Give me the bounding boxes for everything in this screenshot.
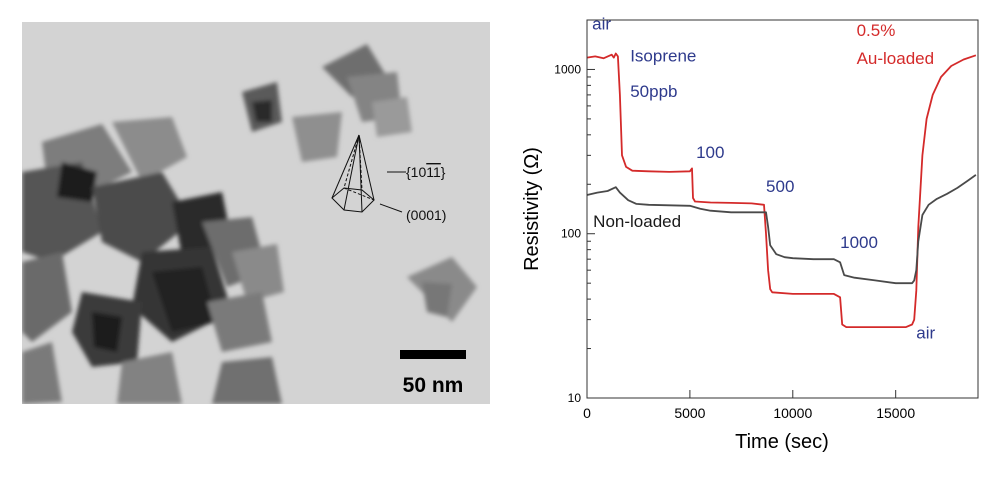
annotation-layer: air Isoprene 50ppb 100 500 1000 air 0.5% Au-load…	[592, 15, 935, 343]
x-tick-label: 0	[583, 405, 591, 421]
annotation-label: 500	[766, 177, 794, 196]
series-layer	[586, 52, 977, 329]
plot-frame	[586, 19, 979, 399]
annotation-label: air	[916, 324, 935, 343]
annotation-label: 50ppb	[630, 82, 677, 101]
tem-micrograph: {1011} (0001) 50 nm	[22, 22, 490, 404]
series-line-non-loaded	[586, 174, 977, 285]
y-tick-label: 1000	[554, 62, 581, 76]
y-axis-label: Resistivity (Ω)	[521, 147, 543, 271]
x-tick-label: 5000	[674, 405, 705, 421]
x-tick-label: 10000	[773, 405, 812, 421]
x-axis-label: Time (sec)	[735, 431, 829, 453]
annotation-label: Non-loaded	[593, 212, 681, 231]
nanoparticle-cluster	[22, 44, 477, 404]
annotation-label: 1000	[840, 233, 878, 252]
x-tick-label: 15000	[876, 405, 915, 421]
y-tick-label: 10	[568, 391, 582, 405]
facet-diagram	[331, 134, 406, 213]
annotation-label: Au-loaded	[857, 49, 935, 68]
annotation-label: 0.5%	[857, 21, 896, 40]
facet-label-side: {1011}	[406, 164, 446, 180]
scale-bar	[400, 350, 466, 359]
annotation-label: Isoprene	[630, 46, 696, 65]
y-tick-label: 100	[561, 227, 581, 241]
scale-bar-label: 50 nm	[403, 374, 464, 397]
annotation-label: 100	[696, 143, 724, 162]
facet-label-base: (0001)	[406, 207, 446, 223]
annotation-label: air	[592, 15, 611, 34]
